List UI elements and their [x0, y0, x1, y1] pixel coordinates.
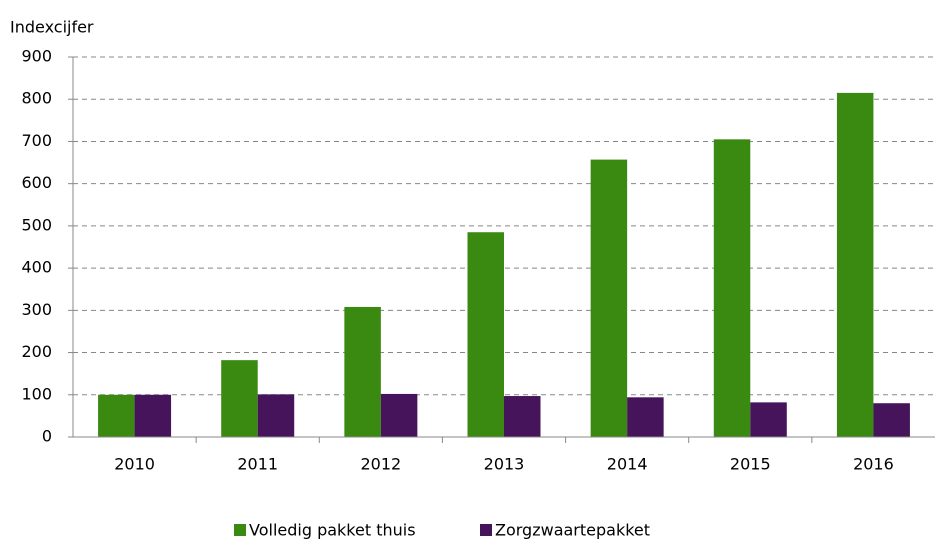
legend-label: Zorgzwaartepakket [495, 521, 650, 540]
y-tick-label: 800 [21, 89, 52, 108]
legend-label: Volledig pakket thuis [249, 521, 416, 540]
x-tick-label: 2014 [607, 455, 648, 474]
x-tick-label: 2016 [853, 455, 894, 474]
y-tick-label: 900 [21, 47, 52, 66]
bar [627, 397, 664, 437]
y-tick-label: 0 [42, 427, 52, 446]
x-tick-label: 2011 [237, 455, 278, 474]
y-tick-label: 200 [21, 342, 52, 361]
bar [380, 393, 418, 437]
y-tick-label: 100 [21, 384, 52, 403]
legend-swatch [234, 524, 246, 536]
x-tick-label: 2013 [484, 455, 525, 474]
bar [504, 396, 541, 437]
y-tick-label: 600 [21, 173, 52, 192]
bar [98, 394, 135, 437]
x-tick-label: 2015 [730, 455, 771, 474]
x-tick-label: 2012 [360, 455, 401, 474]
bar [257, 394, 295, 437]
bar [590, 159, 628, 437]
y-tick-label: 300 [21, 300, 52, 319]
y-tick-label: 700 [21, 131, 52, 150]
bar [344, 306, 381, 437]
bar [873, 403, 910, 437]
y-axis-label: Indexcijfer [10, 18, 94, 37]
y-tick-label: 400 [21, 258, 52, 277]
legend-swatch [480, 524, 492, 536]
y-tick-label: 500 [21, 215, 52, 234]
bar [750, 402, 787, 437]
bar [221, 360, 258, 437]
bar [713, 139, 751, 438]
bar [836, 92, 874, 437]
bar [134, 394, 172, 437]
x-tick-label: 2010 [114, 455, 155, 474]
bar [467, 232, 504, 437]
